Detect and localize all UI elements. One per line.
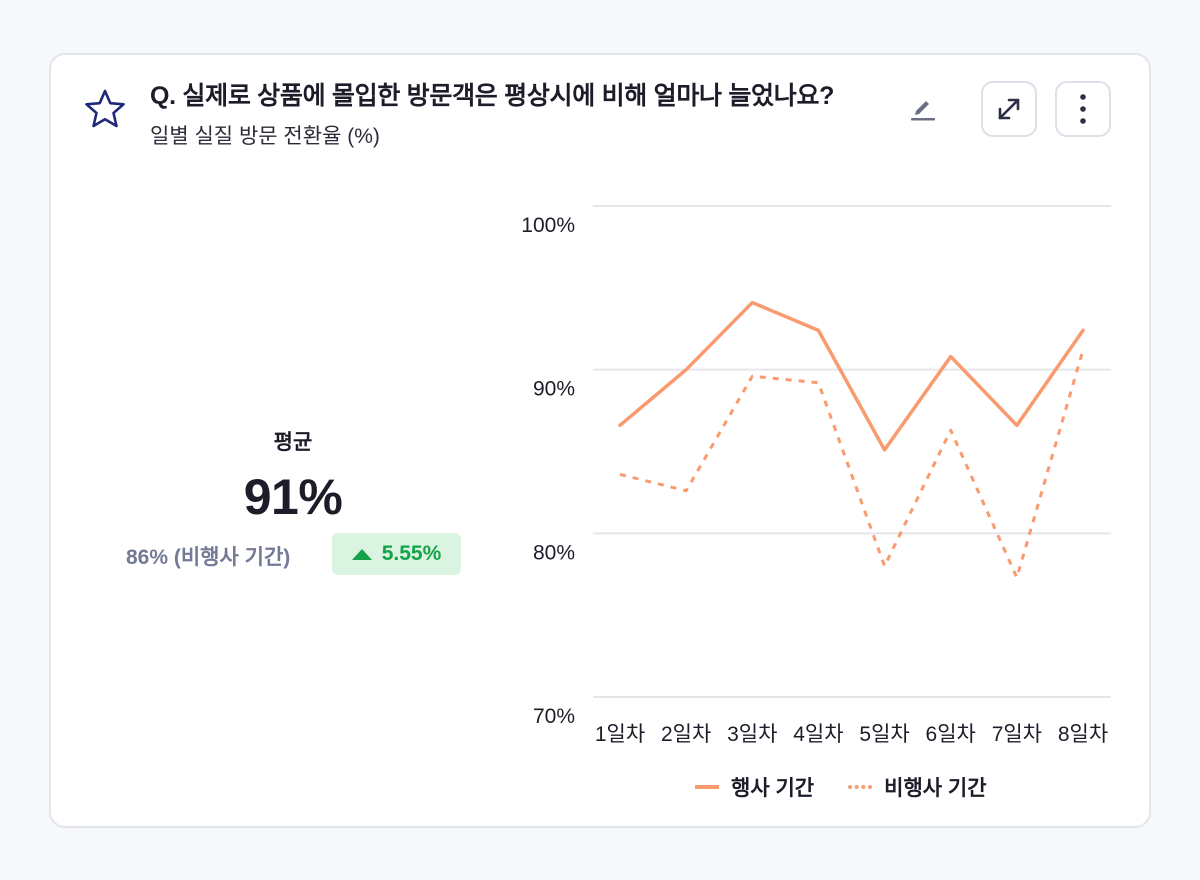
question-title: Q. 실제로 상품에 몰입한 방문객은 평상시에 비해 얼마나 늘었나요? <box>150 82 835 110</box>
x-tick-label: 3일차 <box>727 723 777 746</box>
x-tick-label: 4일차 <box>793 723 843 746</box>
average-label: 평균 <box>273 431 313 454</box>
y-tick-label: 80% <box>533 541 575 564</box>
more-options-button[interactable] <box>1055 81 1111 137</box>
legend-solid-swatch <box>695 785 719 789</box>
x-tick-label: 7일차 <box>992 723 1042 746</box>
legend-item-non-event[interactable]: 비행사 기간 <box>848 772 987 802</box>
chart-card <box>49 53 1151 828</box>
delta-value: 5.55% <box>381 542 442 565</box>
legend-label-event: 행사 기간 <box>731 777 815 800</box>
edit-icon[interactable] <box>909 97 937 123</box>
y-tick-label: 70% <box>533 705 575 728</box>
star-icon[interactable] <box>83 88 127 130</box>
legend-label-non-event: 비행사 기간 <box>884 777 987 800</box>
expand-icon <box>998 98 1020 120</box>
more-vertical-icon <box>1080 94 1086 124</box>
series-line-non-event <box>619 349 1085 580</box>
x-tick-label: 6일차 <box>926 723 976 746</box>
y-tick-label: 100% <box>521 214 575 237</box>
x-tick-label: 2일차 <box>661 723 711 746</box>
expand-button[interactable] <box>981 81 1037 137</box>
y-tick-label: 90% <box>533 378 575 401</box>
x-tick-label: 8일차 <box>1058 723 1108 746</box>
x-tick-label: 1일차 <box>595 723 645 746</box>
x-tick-label: 5일차 <box>859 723 909 746</box>
chart-subtitle: 일별 실질 방문 전환율 (%) <box>150 125 380 148</box>
average-value: 91% <box>243 469 343 525</box>
triangle-up-icon <box>351 548 372 560</box>
series-line-event <box>618 300 1085 452</box>
legend-item-event[interactable]: 행사 기간 <box>695 772 814 802</box>
comparison-text: 86% (비행사 기간) <box>126 546 291 569</box>
delta-badge: 5.55% <box>332 533 461 575</box>
legend-dashed-swatch <box>848 785 873 789</box>
chart-legend: 행사 기간 비행사 기간 <box>695 772 1021 802</box>
